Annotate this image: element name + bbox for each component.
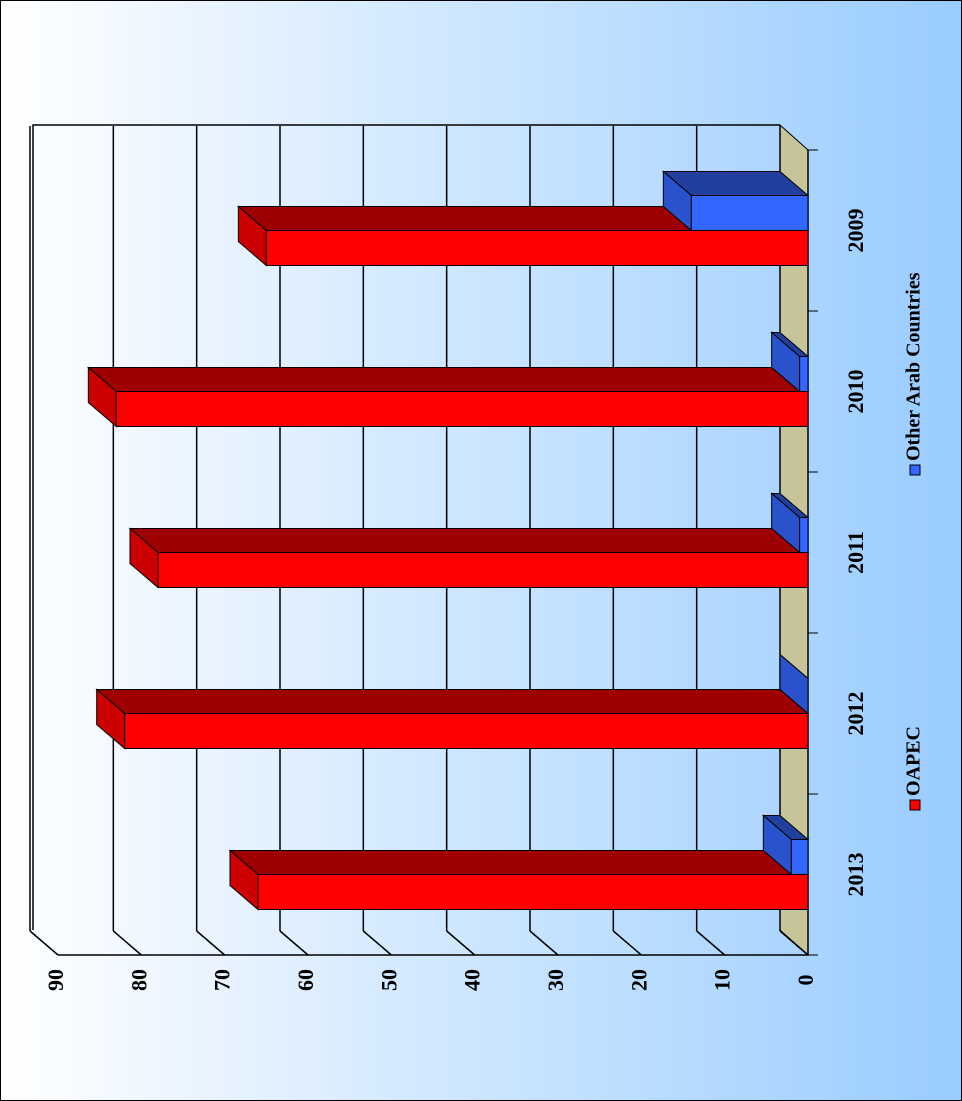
- tick-mark: [696, 930, 726, 956]
- bar: [257, 874, 809, 910]
- category-label: 2012: [843, 692, 868, 736]
- bar-side: [95, 689, 810, 714]
- legend-swatch: [909, 464, 921, 476]
- tick-mark: [529, 930, 559, 956]
- bar: [790, 839, 809, 875]
- bar-side: [128, 528, 810, 553]
- value-tick-label: 40: [460, 969, 485, 991]
- tick-mark: [112, 930, 142, 956]
- value-tick-label: 10: [710, 969, 735, 991]
- bar: [157, 552, 809, 588]
- tick-mark: [362, 930, 392, 956]
- value-tick-label: 70: [210, 969, 235, 991]
- legend-label: OAPEC: [903, 726, 925, 796]
- category-label: 2013: [843, 853, 868, 897]
- bar: [115, 391, 809, 427]
- tick-mark: [612, 930, 642, 956]
- bar: [265, 230, 809, 266]
- value-tick-label: 50: [376, 969, 401, 991]
- bar: [799, 517, 809, 553]
- value-tick-label: 0: [793, 975, 818, 986]
- value-tick-label: 90: [43, 969, 68, 991]
- bar: [690, 195, 809, 231]
- value-tick-label: 60: [293, 969, 318, 991]
- tick-mark: [29, 930, 59, 956]
- bar: [799, 356, 809, 392]
- value-tick-label: 30: [543, 969, 568, 991]
- category-label: 2010: [843, 370, 868, 414]
- tick-mark: [196, 930, 226, 956]
- value-tick-label: 20: [626, 969, 651, 991]
- bar-end: [779, 653, 809, 715]
- back-wall-edge: [32, 124, 780, 930]
- bar-side: [86, 367, 810, 392]
- legend-swatch: [909, 799, 921, 811]
- legend-label: Other Arab Countries: [903, 272, 925, 461]
- bar-side: [228, 850, 810, 875]
- tick-mark: [779, 930, 809, 956]
- tick-mark: [446, 930, 476, 956]
- value-tick-label: 80: [126, 969, 151, 991]
- tick-mark: [279, 930, 309, 956]
- bar: [124, 713, 809, 749]
- category-label: 2011: [843, 531, 868, 574]
- category-label: 2009: [843, 209, 868, 253]
